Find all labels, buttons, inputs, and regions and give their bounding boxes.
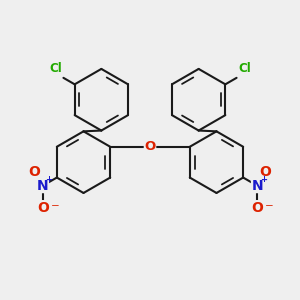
Text: O: O — [260, 165, 271, 178]
Text: O: O — [144, 140, 156, 153]
Text: O: O — [37, 201, 49, 214]
Text: N: N — [251, 179, 263, 193]
Text: Cl: Cl — [238, 62, 251, 75]
Text: +: + — [260, 175, 267, 184]
Text: O: O — [29, 165, 40, 178]
Text: O: O — [251, 201, 263, 214]
Text: +: + — [45, 175, 52, 184]
Text: −: − — [265, 201, 274, 211]
Text: −: − — [51, 201, 60, 211]
Text: Cl: Cl — [49, 62, 62, 75]
Text: N: N — [37, 179, 49, 193]
